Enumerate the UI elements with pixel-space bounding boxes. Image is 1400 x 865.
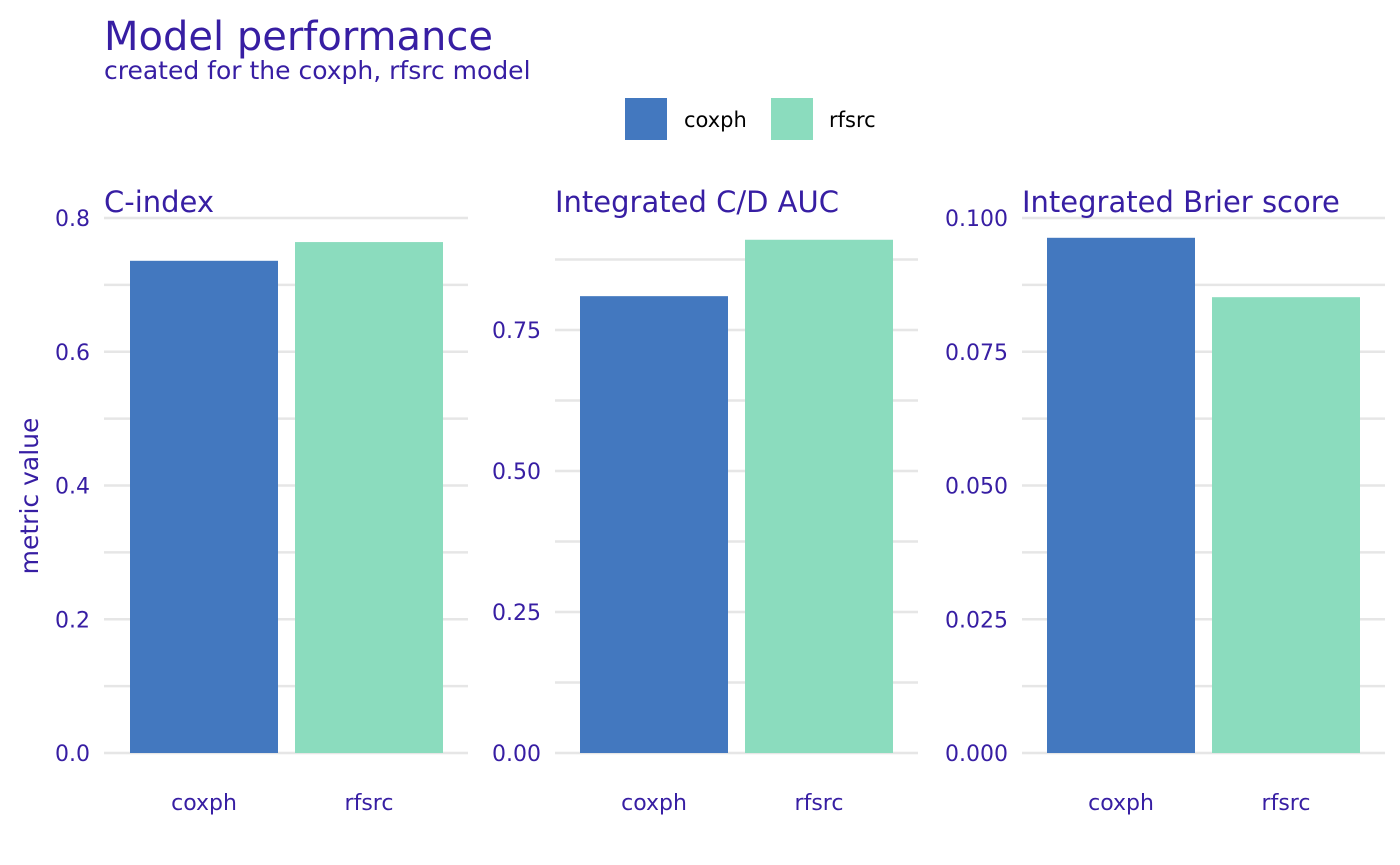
legend: coxph rfsrc	[625, 98, 876, 140]
y-tick-label: 0.0	[55, 742, 90, 767]
bar-coxph	[580, 296, 728, 753]
x-tick-label: coxph	[1088, 791, 1154, 816]
y-axis-label: metric value	[15, 418, 44, 575]
bar-rfsrc	[1212, 297, 1360, 753]
bar-rfsrc	[745, 239, 893, 753]
chart-subtitle: created for the coxph, rfsrc model	[104, 56, 531, 85]
panel-title: Integrated C/D AUC	[555, 185, 839, 219]
y-tick-label: 0.025	[945, 608, 1008, 633]
chart-title: Model performance	[104, 14, 493, 60]
y-tick-label: 0.75	[492, 319, 541, 344]
legend-swatch-rfsrc	[771, 98, 813, 140]
y-tick-label: 0.100	[945, 207, 1008, 232]
y-tick-label: 0.25	[492, 601, 541, 626]
y-tick-label: 0.050	[945, 475, 1008, 500]
panel-title: C-index	[104, 185, 214, 219]
y-tick-label: 0.8	[55, 207, 90, 232]
bar-coxph	[1047, 237, 1195, 754]
x-tick-label: rfsrc	[1262, 791, 1311, 816]
legend-swatch-coxph	[625, 98, 667, 140]
panel-title: Integrated Brier score	[1022, 185, 1340, 219]
bar-coxph	[130, 260, 278, 753]
y-tick-label: 0.50	[492, 460, 541, 485]
y-tick-label: 0.2	[55, 608, 90, 633]
x-tick-label: coxph	[621, 791, 687, 816]
y-tick-label: 0.4	[55, 475, 90, 500]
x-tick-label: rfsrc	[345, 791, 394, 816]
legend-label-coxph: coxph	[684, 108, 747, 132]
x-tick-label: rfsrc	[795, 791, 844, 816]
panel-3: 0.000 0.025 0.050 0.075 0.100 coxph rfsrc Integ…	[945, 185, 1385, 816]
y-tick-label: 0.075	[945, 341, 1008, 366]
panel-2: 0.00 0.25 0.50 0.75 coxph rfsrc Integrated C/D…	[492, 185, 918, 816]
legend-label-rfsrc: rfsrc	[829, 108, 876, 132]
panel-1: 0.0 0.2 0.4 0.6 0.8 coxph rfsrc C-index	[55, 185, 468, 816]
y-tick-label: 0.00	[492, 742, 541, 767]
x-tick-label: coxph	[171, 791, 237, 816]
y-tick-label: 0.000	[945, 742, 1008, 767]
facet-panels: 0.0 0.2 0.4 0.6 0.8 coxph rfsrc C-index 0.00 0.25…	[55, 185, 1385, 816]
bar-rfsrc	[295, 242, 443, 753]
y-tick-label: 0.6	[55, 341, 90, 366]
